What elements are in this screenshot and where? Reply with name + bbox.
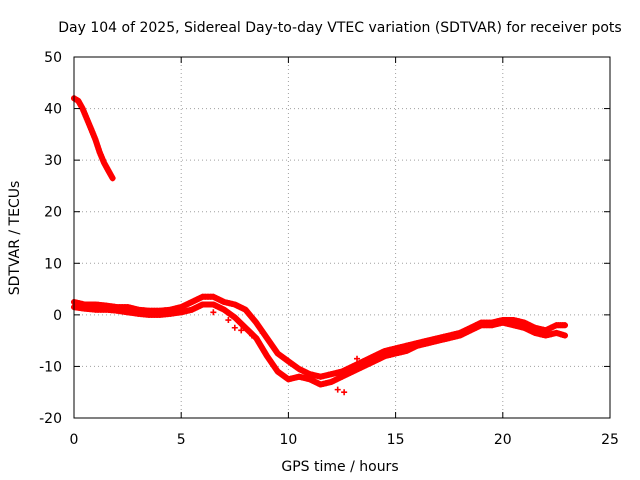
data-point xyxy=(250,316,257,323)
x-tick-labels: 0 5 10 15 20 25 xyxy=(70,432,619,448)
data-point xyxy=(92,136,99,143)
data-point xyxy=(263,353,270,360)
y-tick-label: -20 xyxy=(39,411,62,427)
data-point xyxy=(109,175,116,182)
data-points xyxy=(71,95,568,396)
data-point xyxy=(561,332,568,339)
y-tick-label: 40 xyxy=(44,102,62,118)
y-tick-label: 20 xyxy=(44,205,62,221)
data-point xyxy=(266,356,273,363)
data-point xyxy=(334,386,341,393)
data-point xyxy=(354,355,361,362)
chart-title: Day 104 of 2025, Sidereal Day-to-day VTE… xyxy=(58,20,621,36)
y-tick-label: -10 xyxy=(39,359,62,375)
y-tick-label: 50 xyxy=(44,50,62,66)
data-point xyxy=(253,335,260,342)
data-point xyxy=(225,317,232,324)
data-point xyxy=(269,342,276,349)
x-tick-label: 25 xyxy=(601,432,619,448)
data-point xyxy=(263,335,270,342)
data-point xyxy=(259,329,266,336)
x-tick-label: 0 xyxy=(70,432,79,448)
data-point xyxy=(238,327,245,334)
series-scatter-outliers xyxy=(210,309,361,396)
data-point xyxy=(242,306,249,313)
data-point xyxy=(210,309,217,316)
data-point xyxy=(272,346,278,353)
y-tick-label: 0 xyxy=(53,308,62,324)
data-point xyxy=(247,313,254,320)
data-point xyxy=(94,142,101,149)
data-point xyxy=(261,348,268,355)
series-trace-main-trace-upper xyxy=(71,293,568,380)
data-point xyxy=(269,360,276,367)
y-axis-label: SDTVAR / TECUs xyxy=(7,181,23,296)
data-point xyxy=(561,322,568,329)
data-point xyxy=(255,323,262,330)
x-tick-label: 5 xyxy=(177,432,186,448)
plot-frame xyxy=(73,56,611,419)
data-point xyxy=(95,146,102,153)
data-point xyxy=(341,389,348,396)
data-point xyxy=(93,139,100,146)
y-tick-labels: -20 -10 0 10 20 30 40 50 xyxy=(39,50,62,427)
data-point xyxy=(231,324,238,331)
data-point xyxy=(248,332,255,339)
data-point xyxy=(272,364,278,371)
x-tick-label: 15 xyxy=(387,432,405,448)
data-point xyxy=(258,344,265,351)
grid-lines xyxy=(74,57,610,418)
x-axis-label: GPS time / hours xyxy=(281,459,398,475)
series-trace-main-trace-lower xyxy=(71,301,568,388)
data-point xyxy=(266,338,273,345)
data-point xyxy=(253,319,260,326)
data-point xyxy=(245,309,252,316)
x-tick-label: 10 xyxy=(279,432,297,448)
x-tick-label: 20 xyxy=(494,432,512,448)
axis-ticks xyxy=(73,56,611,419)
data-point xyxy=(255,339,262,346)
y-tick-label: 10 xyxy=(44,256,62,272)
y-tick-label: 30 xyxy=(44,153,62,169)
series-main-trace-upper xyxy=(71,293,568,380)
